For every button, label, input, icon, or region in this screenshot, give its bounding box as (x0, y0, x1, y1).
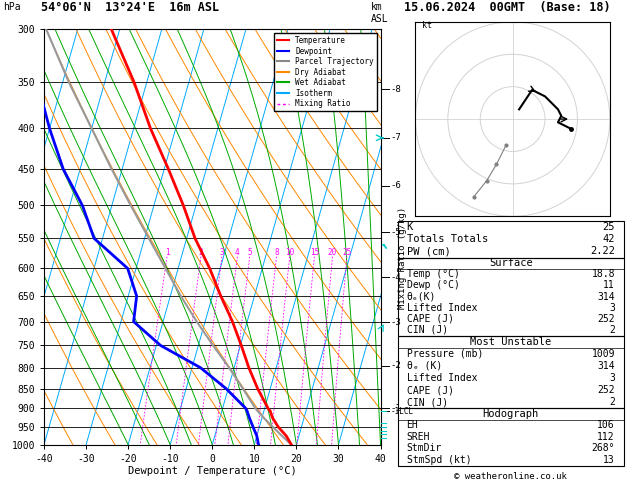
Text: 3: 3 (220, 248, 225, 257)
Text: -8: -8 (391, 85, 402, 94)
Text: -7: -7 (391, 133, 402, 142)
Text: SREH: SREH (406, 432, 430, 442)
Text: 314: 314 (598, 361, 615, 371)
Text: StmDir: StmDir (406, 443, 442, 453)
Text: 10: 10 (285, 248, 294, 257)
Text: 252: 252 (598, 385, 615, 395)
Text: km
ASL: km ASL (371, 2, 389, 24)
Text: StmSpd (kt): StmSpd (kt) (406, 455, 471, 465)
Text: K: K (406, 222, 413, 232)
Text: CAPE (J): CAPE (J) (406, 314, 454, 324)
X-axis label: Dewpoint / Temperature (°C): Dewpoint / Temperature (°C) (128, 467, 297, 476)
Text: Lifted Index: Lifted Index (406, 373, 477, 383)
Text: hPa: hPa (3, 2, 21, 13)
Text: Mixing Ratio (g/kg): Mixing Ratio (g/kg) (398, 207, 407, 309)
Text: Surface: Surface (489, 258, 533, 268)
Text: 2: 2 (199, 248, 203, 257)
Text: 20: 20 (328, 248, 337, 257)
Text: Hodograph: Hodograph (482, 409, 539, 419)
Text: Most Unstable: Most Unstable (470, 337, 552, 347)
Text: 15: 15 (309, 248, 319, 257)
Text: 13: 13 (603, 455, 615, 465)
Text: CAPE (J): CAPE (J) (406, 385, 454, 395)
Text: 5: 5 (247, 248, 252, 257)
Text: θₑ(K): θₑ(K) (406, 292, 436, 301)
Text: kt: kt (422, 21, 432, 30)
Text: Dewp (°C): Dewp (°C) (406, 280, 459, 291)
Text: 252: 252 (598, 314, 615, 324)
Text: 11: 11 (603, 280, 615, 291)
Text: 15.06.2024  00GMT  (Base: 18): 15.06.2024 00GMT (Base: 18) (404, 1, 611, 14)
Text: EH: EH (406, 420, 418, 431)
Text: 8: 8 (274, 248, 279, 257)
Text: θₑ (K): θₑ (K) (406, 361, 442, 371)
Text: -6: -6 (391, 181, 402, 190)
Text: 1009: 1009 (591, 349, 615, 359)
Text: CIN (J): CIN (J) (406, 325, 448, 335)
Text: CIN (J): CIN (J) (406, 397, 448, 407)
Text: -4: -4 (391, 273, 402, 282)
Text: -2: -2 (391, 361, 402, 370)
Text: 18.8: 18.8 (591, 269, 615, 279)
Legend: Temperature, Dewpoint, Parcel Trajectory, Dry Adiabat, Wet Adiabat, Isotherm, Mi: Temperature, Dewpoint, Parcel Trajectory… (274, 33, 377, 111)
Text: © weatheronline.co.uk: © weatheronline.co.uk (454, 472, 567, 481)
Text: 25: 25 (342, 248, 352, 257)
Text: 314: 314 (598, 292, 615, 301)
Text: -5: -5 (391, 227, 402, 237)
Text: 4: 4 (235, 248, 240, 257)
Text: 106: 106 (598, 420, 615, 431)
Text: Totals Totals: Totals Totals (406, 234, 488, 244)
Text: 1: 1 (165, 248, 169, 257)
Text: 112: 112 (598, 432, 615, 442)
Text: 42: 42 (603, 234, 615, 244)
Text: Temp (°C): Temp (°C) (406, 269, 459, 279)
Text: PW (cm): PW (cm) (406, 246, 450, 257)
Text: 2: 2 (609, 325, 615, 335)
Text: 268°: 268° (591, 443, 615, 453)
Text: Lifted Index: Lifted Index (406, 303, 477, 312)
Text: -1LCL: -1LCL (391, 406, 414, 416)
Text: 54°06'N  13°24'E  16m ASL: 54°06'N 13°24'E 16m ASL (41, 1, 219, 14)
Text: -1: -1 (391, 404, 402, 413)
Text: 2: 2 (609, 397, 615, 407)
Text: 25: 25 (603, 222, 615, 232)
Text: -3: -3 (391, 317, 402, 327)
Text: Pressure (mb): Pressure (mb) (406, 349, 483, 359)
Text: 2.22: 2.22 (590, 246, 615, 257)
Text: 3: 3 (609, 303, 615, 312)
Text: 3: 3 (609, 373, 615, 383)
